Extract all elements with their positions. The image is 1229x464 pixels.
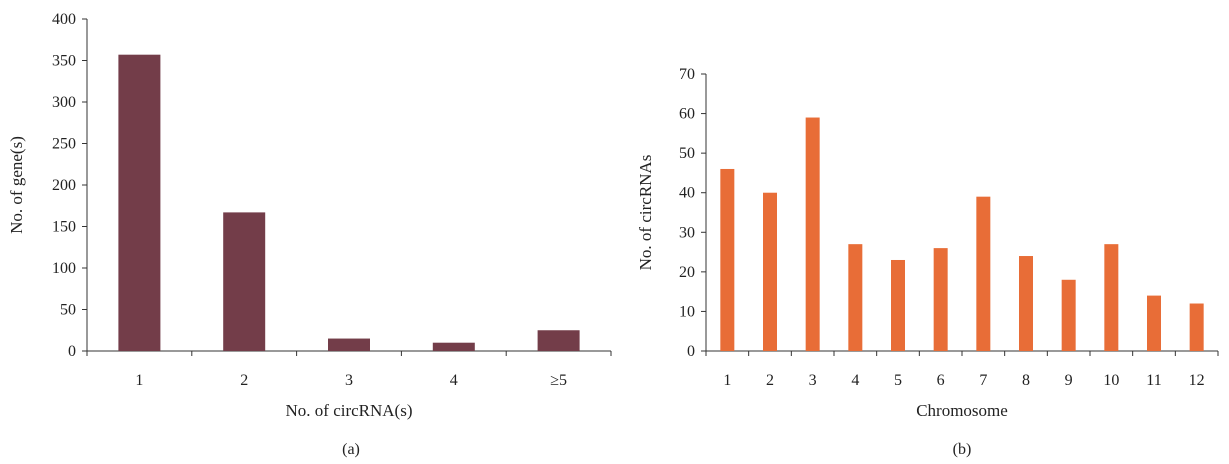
bar-12 — [1189, 303, 1204, 351]
y-tick-label: 50 — [60, 302, 76, 319]
bar-3 — [328, 338, 370, 351]
y-tick-label: 100 — [52, 260, 76, 277]
x-tick-label: 3 — [809, 372, 817, 389]
x-tick-label: 8 — [1022, 372, 1030, 389]
x-tick-label: ≥5 — [550, 372, 567, 389]
bar-9 — [1061, 279, 1076, 351]
chart-a-bars — [118, 54, 580, 351]
bar-5 — [891, 259, 905, 351]
y-tick-label: 50 — [679, 145, 695, 162]
x-tick-label: 4 — [450, 372, 458, 389]
bar-≥5 — [537, 330, 580, 351]
x-tick-label: 11 — [1146, 372, 1161, 389]
chart-b-y-ticks: 0 10 20 30 40 50 60 70 — [679, 66, 706, 360]
x-tick-label: 9 — [1065, 372, 1073, 389]
y-tick-label: 300 — [52, 94, 76, 111]
x-tick-label: 2 — [766, 372, 774, 389]
chart-b-bars — [720, 117, 1204, 352]
y-tick-label: 70 — [679, 66, 695, 83]
bar-6 — [933, 248, 948, 351]
y-tick-label: 250 — [52, 136, 76, 153]
y-tick-label: 200 — [52, 177, 76, 194]
bar-4 — [432, 342, 475, 351]
bar-2 — [223, 212, 266, 351]
x-tick-label: 5 — [894, 372, 902, 389]
y-tick-label: 350 — [52, 53, 76, 70]
y-tick-label: 60 — [679, 106, 695, 123]
x-tick-label: 1 — [723, 372, 731, 389]
chart-b-panel-label: (b) — [953, 441, 972, 458]
bar-7 — [976, 196, 991, 351]
bar-2 — [763, 192, 777, 351]
chart-a: 0 50 100 150 200 250 300 350 400 1 2 3 4 ≥5 No. of c… — [7, 11, 612, 458]
y-tick-label: 0 — [68, 343, 76, 360]
y-tick-label: 30 — [679, 224, 695, 241]
x-tick-label: 1 — [135, 372, 143, 389]
x-tick-label: 2 — [240, 372, 248, 389]
bar-11 — [1147, 295, 1161, 351]
bar-4 — [848, 244, 863, 351]
x-tick-label: 10 — [1103, 372, 1119, 389]
chart-a-x-axis-title: No. of circRNA(s) — [286, 401, 413, 420]
chart-a-panel-label: (a) — [342, 441, 360, 458]
x-tick-label: 3 — [345, 372, 353, 389]
y-tick-label: 150 — [52, 219, 76, 236]
chart-a-y-ticks: 0 50 100 150 200 250 300 350 400 — [52, 11, 87, 360]
chart-a-x-ticks: 1 2 3 4 ≥5 — [86, 351, 612, 389]
x-tick-label: 7 — [979, 372, 987, 389]
chart-b-x-ticks: 1 2 3 4 5 6 7 8 9 10 11 12 — [705, 351, 1219, 389]
y-tick-label: 10 — [679, 303, 695, 320]
bar-1 — [720, 168, 735, 351]
y-tick-label: 0 — [687, 343, 695, 360]
bar-1 — [118, 54, 161, 351]
bar-10 — [1104, 244, 1119, 351]
x-tick-label: 6 — [937, 372, 945, 389]
y-tick-label: 40 — [679, 185, 695, 202]
chart-b-x-axis-title: Chromosome — [916, 401, 1008, 420]
chart-a-y-axis-title: No. of gene(s) — [7, 136, 26, 234]
chart-b-y-axis-title: No. of circRNAs — [636, 155, 655, 271]
x-tick-label: 4 — [851, 372, 859, 389]
y-tick-label: 400 — [52, 11, 76, 28]
bar-3 — [805, 117, 820, 352]
x-tick-label: 12 — [1189, 372, 1205, 389]
y-tick-label: 20 — [679, 264, 695, 281]
bar-8 — [1019, 256, 1033, 351]
